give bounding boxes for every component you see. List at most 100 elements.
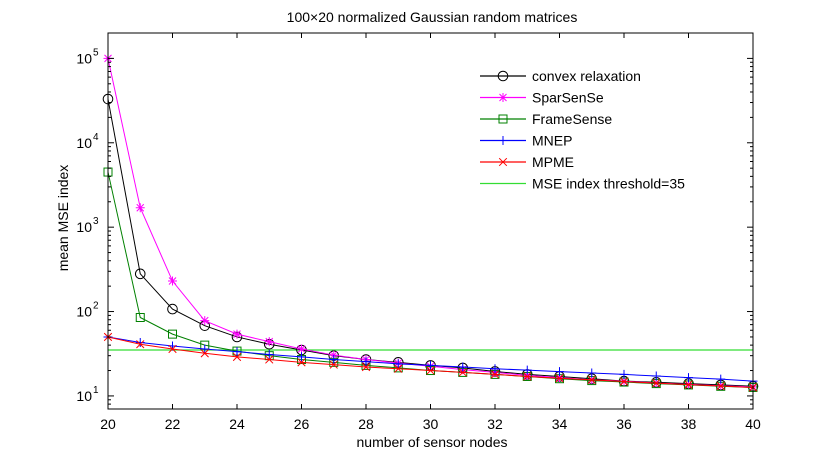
y-tick-label: 10: [76, 219, 92, 235]
data-point-framesense: [135, 313, 145, 323]
data-point-mnep: [587, 368, 597, 378]
data-point-sparsense: [200, 316, 210, 326]
legend-item-convex-relaxation: convex relaxation: [480, 68, 641, 84]
data-point-sparsense: [232, 329, 242, 339]
data-point-mpme: [232, 352, 242, 362]
x-tick-label: 24: [229, 416, 245, 432]
data-point-mpme: [587, 375, 596, 385]
data-point-mpme: [200, 349, 209, 358]
legend-marker: [498, 93, 508, 102]
legend-label: FrameSense: [532, 111, 612, 127]
data-point-mpme: [265, 355, 274, 364]
legend-item-sparsense: SparSenSe: [480, 90, 604, 106]
data-point-mnep: [232, 347, 242, 357]
x-tick-label: 34: [552, 416, 568, 432]
data-point-sparsense: [264, 337, 274, 347]
series-line-framesense: [107, 171, 754, 388]
x-tick-label: 36: [616, 416, 632, 432]
series-mpme: [103, 332, 758, 392]
data-point-mnep: [684, 373, 693, 383]
data-point-mpme: [652, 378, 661, 388]
series-line-sparsense: [107, 58, 754, 388]
data-point-mnep: [426, 360, 435, 370]
y-tick-exponent: 4: [93, 132, 99, 143]
data-point-mnep: [458, 362, 468, 372]
y-tick-exponent: 2: [93, 301, 99, 312]
data-point-mpme: [136, 340, 145, 349]
data-point-mnep: [716, 374, 726, 384]
legend-item-mse-index-threshold-35: MSE index threshold=35: [480, 176, 685, 192]
series-convex-relaxation: [102, 93, 759, 392]
data-point-mnep: [297, 352, 306, 362]
data-point-mpme: [523, 372, 532, 381]
y-tick-label: 10: [76, 50, 92, 66]
data-point-mnep: [490, 364, 500, 374]
legend-label: MNEP: [532, 133, 572, 149]
legend-marker: [498, 136, 508, 145]
x-axis-label: number of sensor nodes: [357, 434, 508, 450]
x-tick-label: 22: [165, 416, 181, 432]
x-tick-label: 26: [294, 416, 310, 432]
series-mnep: [103, 332, 758, 386]
x-tick-label: 30: [423, 416, 439, 432]
series-framesense: [103, 167, 758, 392]
legend-item-mpme: MPME: [480, 154, 574, 170]
legend-marker: [498, 157, 508, 167]
series-line-convex-relaxation: [107, 98, 754, 387]
chart-title: 100×20 normalized Gaussian random matric…: [287, 9, 578, 25]
data-point-mpme: [490, 370, 500, 379]
data-point-mpme: [426, 366, 435, 375]
data-point-mpme: [394, 364, 403, 373]
data-point-mnep: [200, 344, 210, 354]
data-point-mpme: [555, 374, 564, 383]
legend-marker: [498, 114, 508, 124]
data-point-mnep: [619, 369, 629, 379]
data-point-sparsense: [135, 203, 145, 213]
y-tick-label: 10: [76, 388, 92, 404]
legend-label: MSE index threshold=35: [532, 176, 685, 192]
data-point-mnep: [329, 355, 339, 365]
data-point-convex-relaxation: [134, 268, 146, 280]
legend: convex relaxation SparSenSe FrameSense MNEP…: [480, 68, 685, 192]
data-point-mnep: [135, 337, 145, 347]
data-point-mnep: [555, 367, 564, 377]
data-point-mpme: [168, 344, 177, 354]
legend-label: SparSenSe: [532, 90, 604, 106]
x-tick-label: 38: [681, 416, 697, 432]
x-tick-label: 28: [358, 416, 374, 432]
data-point-mpme: [329, 360, 338, 369]
y-axis-label: mean MSE index: [55, 165, 71, 272]
y-tick-label: 10: [76, 304, 92, 320]
data-point-framesense: [168, 329, 177, 339]
data-point-mpme: [361, 362, 371, 372]
x-tick-label: 32: [487, 416, 503, 432]
x-tick-label: 40: [745, 416, 761, 432]
data-point-mpme: [297, 358, 306, 367]
data-point-mnep: [361, 357, 371, 367]
data-point-sparsense: [522, 370, 532, 380]
data-point-mpme: [684, 380, 693, 389]
y-tick-label: 10: [76, 135, 92, 151]
data-point-mpme: [458, 368, 467, 377]
data-point-mpme: [619, 377, 629, 386]
y-tick-exponent: 3: [93, 216, 99, 227]
y-tick-exponent: 5: [93, 47, 99, 58]
legend-label: MPME: [532, 154, 574, 170]
data-point-mnep: [264, 349, 274, 359]
data-point-mnep: [651, 371, 661, 381]
data-point-sparsense: [297, 344, 306, 354]
data-point-sparsense: [168, 276, 177, 286]
series-layer: [102, 53, 759, 392]
x-tick-label: 20: [100, 416, 116, 432]
y-tick-exponent: 1: [93, 385, 99, 396]
legend-item-mnep: MNEP: [480, 133, 572, 149]
legend-item-framesense: FrameSense: [480, 111, 612, 127]
data-point-mpme: [716, 381, 725, 391]
legend-label: convex relaxation: [532, 68, 641, 84]
data-point-convex-relaxation: [167, 303, 178, 315]
data-point-mnep: [393, 359, 403, 369]
legend-marker: [497, 70, 509, 82]
data-point-mnep: [522, 365, 532, 375]
